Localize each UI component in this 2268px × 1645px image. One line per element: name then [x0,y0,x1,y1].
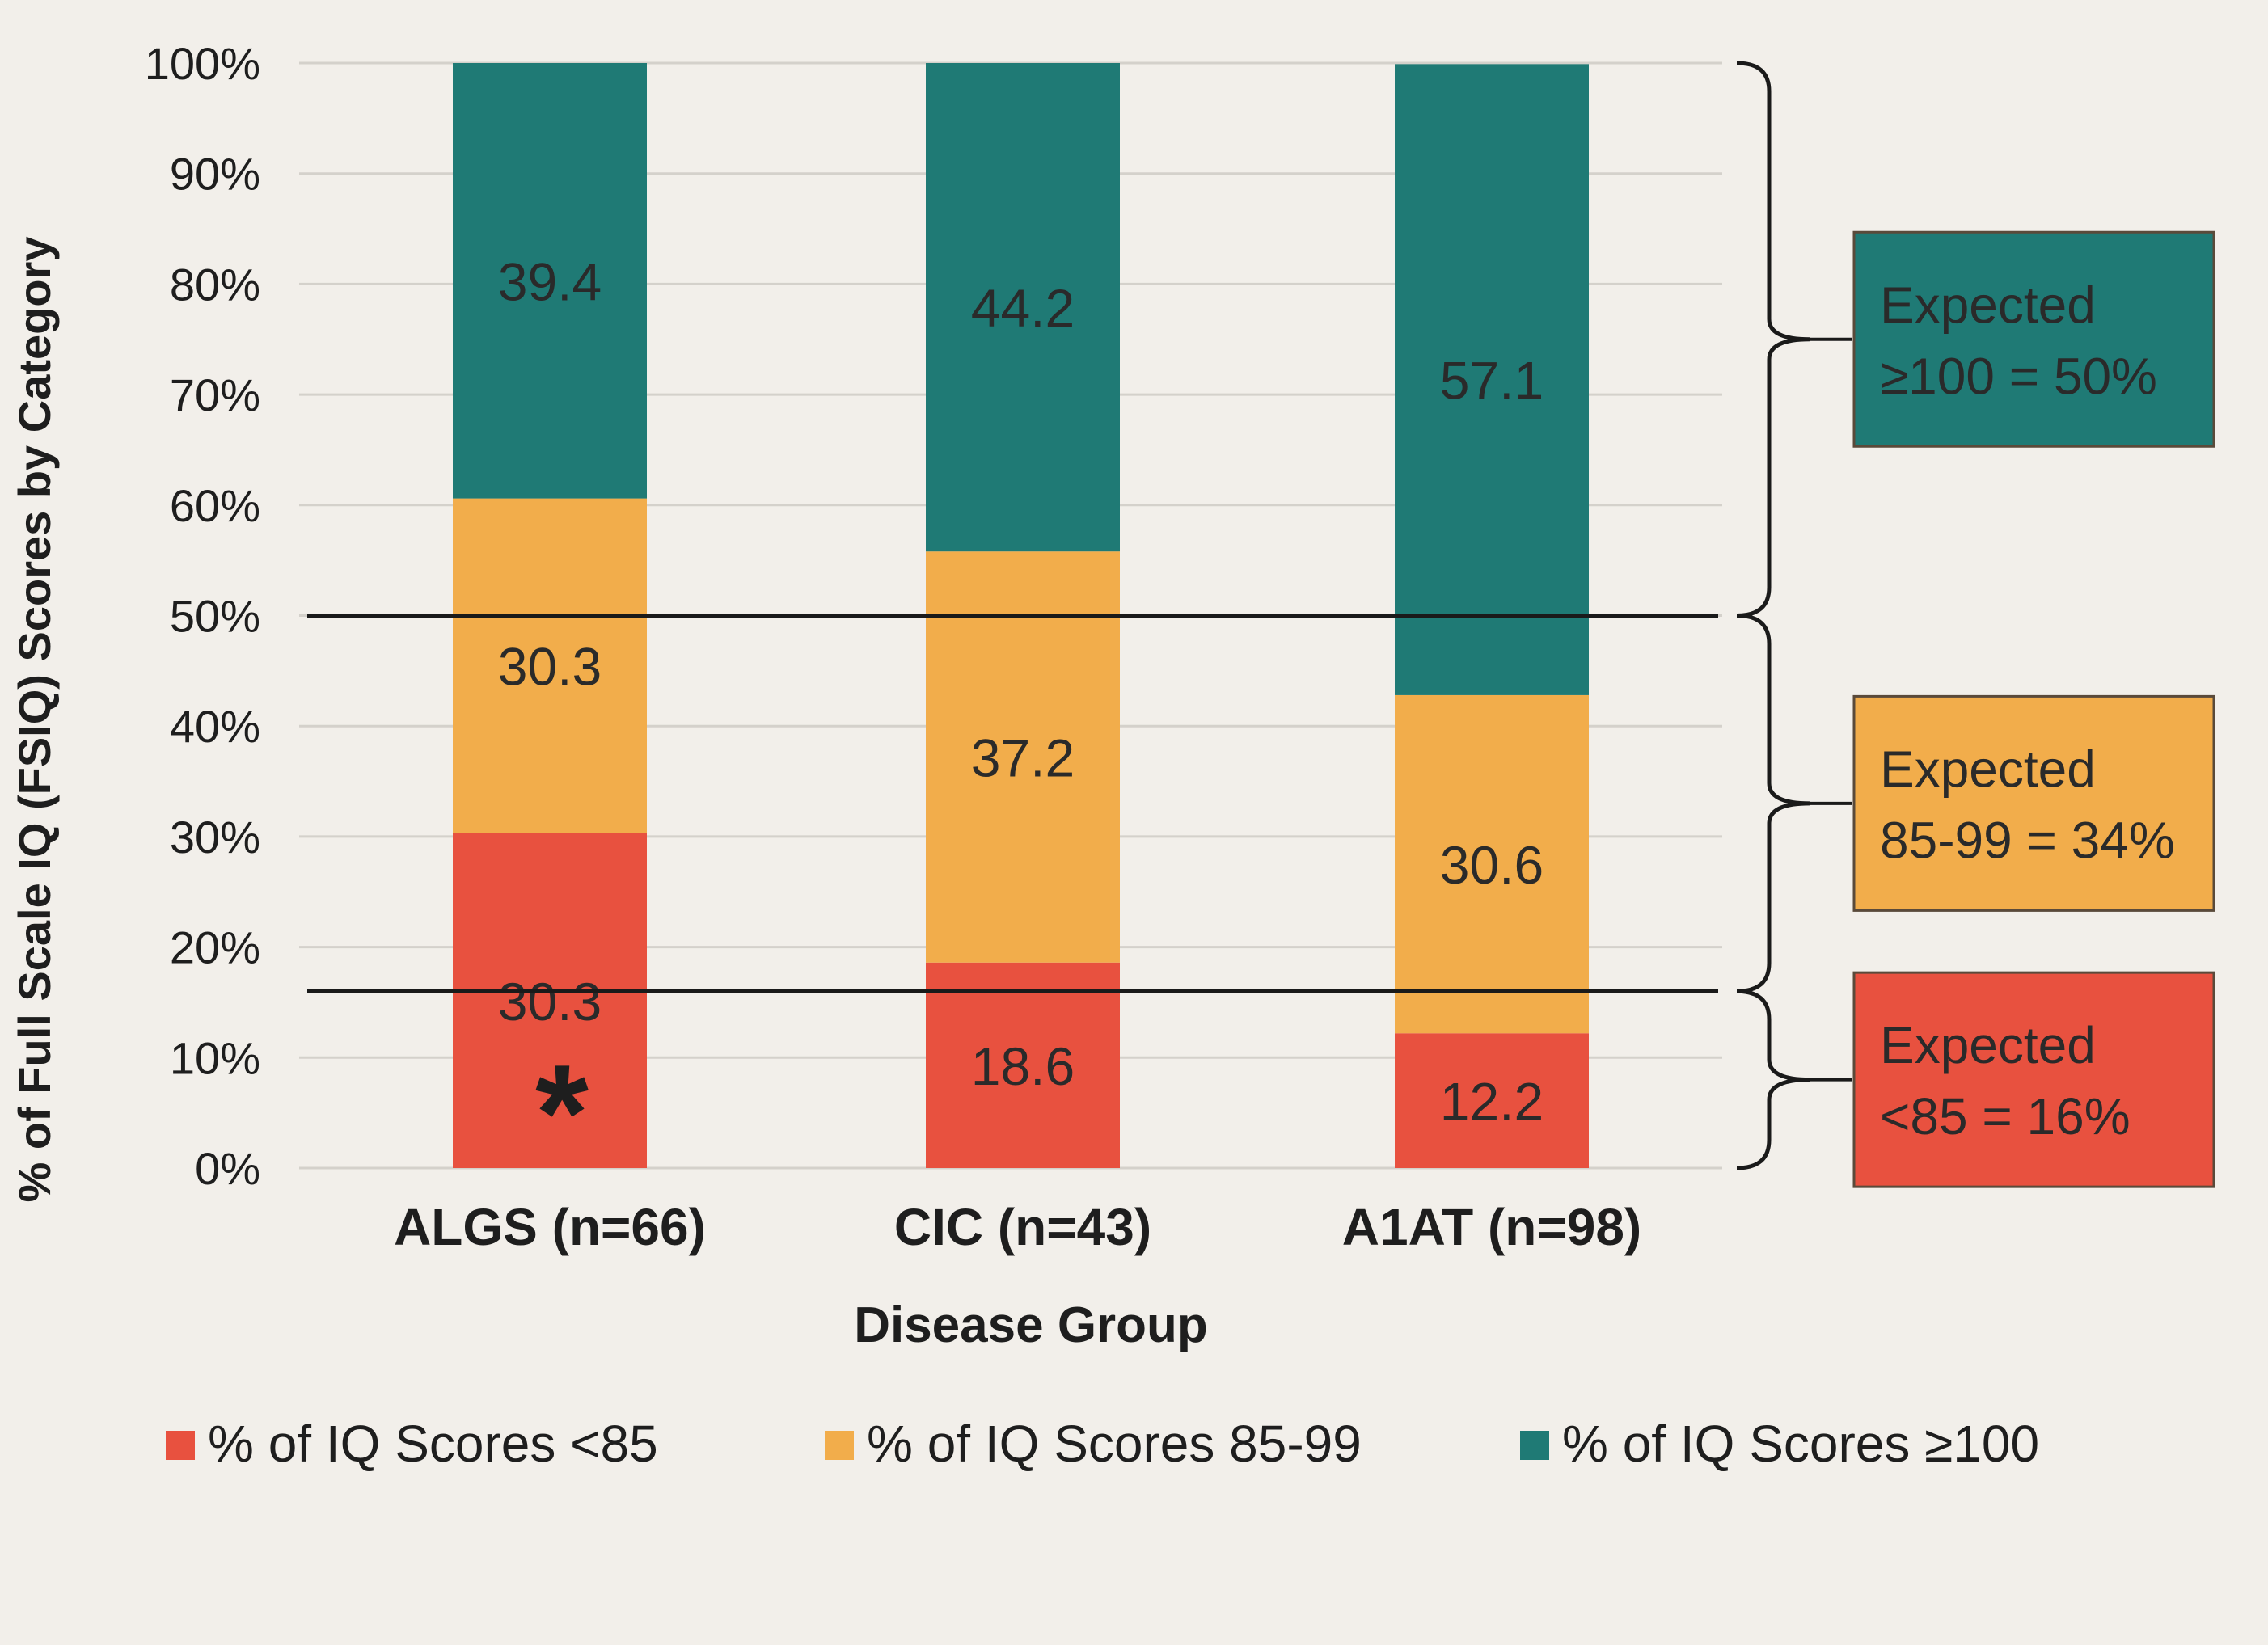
expected-box-line2: 85-99 = 34% [1880,811,2175,869]
data-label: 30.3 [498,972,602,1031]
y-tick-label: 40% [170,701,260,752]
y-tick-label: 0% [195,1143,260,1194]
bar-segment [453,498,647,833]
legend: % of IQ Scores <85 % of IQ Scores 85-99 % … [166,1415,2039,1473]
y-axis-ticks: 0% 10% 20% 30% 40% 50% 60% 70% 80% 90% 100% [145,38,260,1194]
legend-label: % of IQ Scores 85-99 [867,1415,1362,1473]
legend-swatch [1520,1431,1549,1460]
expected-box-line2: <85 = 16% [1880,1087,2131,1145]
legend-swatch [166,1431,195,1460]
data-label: 12.2 [1440,1072,1544,1132]
expected-box [1852,971,2215,1188]
y-axis-label: % of Full Scale IQ (FSIQ) Scores by Cate… [9,237,60,1203]
bar-segment [1395,64,1589,695]
y-tick-label: 10% [170,1032,260,1083]
x-tick-label: A1AT (n=98) [1342,1198,1641,1256]
bar-segment [926,962,1120,1168]
expected-box [1852,694,2215,912]
y-tick-label: 50% [170,591,260,642]
expected-box-line2: ≥100 = 50% [1880,347,2157,405]
bar-segment [453,63,647,499]
data-label: 57.1 [1440,351,1544,411]
expected-box-line1: Expected [1880,1016,2096,1074]
data-label: 18.6 [971,1036,1075,1096]
bar-segment [926,551,1120,963]
asterisk-annotation: * [535,1036,589,1190]
data-label: 30.3 [498,637,602,697]
y-tick-label: 100% [145,38,260,89]
y-tick-label: 30% [170,812,260,863]
legend-swatch [825,1431,854,1460]
legend-label: % of IQ Scores <85 [208,1415,658,1473]
x-tick-label: ALGS (n=66) [394,1198,706,1256]
expected-boxes: Expected ≥100 = 50% Expected 85-99 = 34% Exp… [1852,230,2215,1188]
y-tick-label: 80% [170,259,260,310]
bar-segment [453,833,647,1168]
bar-segment [1395,694,1589,1034]
y-tick-label: 70% [170,369,260,420]
bars: 30.3*30.339.418.637.244.212.230.657.1 [453,63,1589,1190]
data-label: 30.6 [1440,835,1544,895]
y-tick-label: 90% [170,149,260,200]
expected-box [1852,230,2215,448]
braces [1736,61,1852,1170]
legend-label: % of IQ Scores ≥100 [1562,1415,2039,1473]
x-axis-ticks: ALGS (n=66) CIC (n=43) A1AT (n=98) [394,1198,1641,1256]
data-label: 44.2 [971,278,1075,338]
expected-box-line1: Expected [1880,740,2096,798]
x-tick-label: CIC (n=43) [894,1198,1151,1256]
bar-segment [926,63,1120,552]
y-tick-label: 20% [170,922,260,973]
data-label: 37.2 [971,728,1075,787]
y-tick-label: 60% [170,480,260,531]
x-axis-label: Disease Group [854,1297,1208,1353]
bar-segment [1395,1033,1589,1168]
reference-lines [307,614,1718,993]
expected-box-line1: Expected [1880,276,2096,334]
data-label: 39.4 [498,251,602,311]
